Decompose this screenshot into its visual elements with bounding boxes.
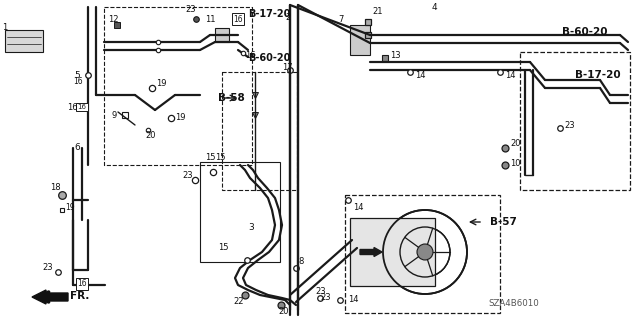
Text: 21: 21	[372, 8, 383, 17]
FancyArrow shape	[32, 290, 68, 304]
Bar	[350, 218, 435, 286]
Text: 23: 23	[320, 293, 331, 302]
Text: 20: 20	[510, 138, 520, 147]
Text: 20: 20	[278, 308, 289, 316]
Text: B-58: B-58	[218, 93, 244, 103]
Text: 23: 23	[42, 263, 52, 272]
Bar	[200, 162, 280, 262]
Text: 16: 16	[73, 78, 83, 86]
Bar	[5, 30, 43, 52]
Circle shape	[417, 244, 433, 260]
Text: 19: 19	[175, 114, 186, 122]
Text: 15: 15	[218, 243, 228, 253]
Bar	[350, 25, 370, 55]
Text: B-60-20: B-60-20	[248, 53, 291, 63]
Text: FR.: FR.	[70, 291, 90, 301]
Text: 23: 23	[564, 121, 575, 130]
Text: 1: 1	[2, 23, 7, 32]
Bar	[520, 52, 630, 190]
Text: B-60-20: B-60-20	[562, 27, 607, 37]
Text: 13: 13	[390, 50, 401, 60]
Text: 3: 3	[248, 224, 253, 233]
Text: 22: 22	[233, 298, 243, 307]
Text: B-17-20: B-17-20	[575, 70, 621, 80]
Text: 15: 15	[215, 152, 225, 161]
Bar	[222, 72, 297, 190]
Text: 4: 4	[432, 4, 438, 12]
Text: 18: 18	[50, 183, 61, 192]
Text: 14: 14	[505, 70, 515, 79]
Text: 7: 7	[338, 16, 344, 25]
Text: 17: 17	[282, 63, 292, 72]
Text: 10: 10	[510, 159, 520, 167]
Text: 2: 2	[285, 13, 291, 23]
Text: SZA4B6010: SZA4B6010	[488, 300, 539, 308]
Bar	[104, 7, 252, 165]
Text: B-17-20: B-17-20	[248, 9, 291, 19]
Text: 12: 12	[108, 14, 118, 24]
Text: 5: 5	[74, 70, 80, 79]
Text: 16: 16	[67, 102, 77, 112]
Text: 6: 6	[74, 144, 80, 152]
Text: 16: 16	[77, 279, 87, 288]
Text: 16: 16	[233, 14, 243, 24]
Text: 14: 14	[353, 204, 364, 212]
Text: 16: 16	[245, 50, 255, 60]
Text: 9: 9	[112, 110, 117, 120]
Text: 20: 20	[145, 130, 156, 139]
Text: 11: 11	[205, 14, 216, 24]
FancyArrow shape	[360, 248, 382, 256]
Text: 23: 23	[185, 5, 196, 14]
Text: 16: 16	[77, 104, 86, 110]
Text: 23: 23	[182, 170, 193, 180]
Text: 15: 15	[205, 152, 216, 161]
Text: 14: 14	[348, 295, 358, 305]
Bar	[345, 195, 500, 313]
Circle shape	[417, 244, 433, 260]
Bar	[215, 28, 229, 42]
Text: 14: 14	[415, 70, 426, 79]
Text: B-57: B-57	[490, 217, 517, 227]
Text: 8: 8	[298, 257, 303, 266]
Text: 19: 19	[156, 79, 166, 88]
Text: 23: 23	[315, 287, 326, 296]
Text: 19: 19	[65, 204, 75, 212]
